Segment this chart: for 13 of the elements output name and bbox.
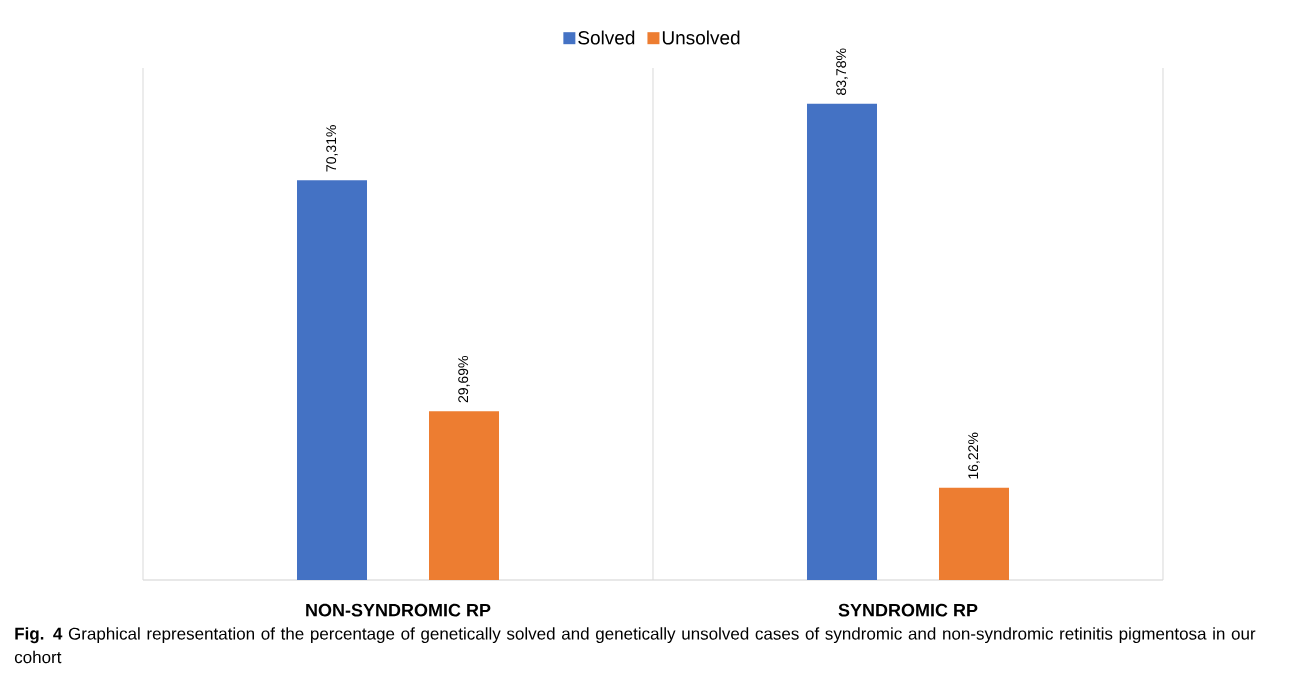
data-label: 16,22%: [968, 432, 980, 479]
data-label: 29,69%: [458, 356, 470, 403]
data-label: 70,31%: [326, 125, 338, 172]
data-label: 83,78%: [836, 48, 848, 95]
bar: [807, 103, 877, 581]
legend-label: Unsolved: [662, 30, 740, 45]
bar: [297, 180, 367, 581]
bar: [939, 487, 1009, 581]
x-tick-label: NON-SYNDROMIC RP: [306, 603, 491, 617]
legend-label: Solved: [578, 30, 635, 45]
text: Fig. 4 Graphical representation of the percentage of genetically solved and genetically unsolved cases of syndromic and non-syndromic retinitis pigmentosa in our cohort: [14, 627, 1256, 664]
bar: [429, 411, 499, 581]
x-tick-label: SYNDROMIC RP: [838, 603, 978, 617]
